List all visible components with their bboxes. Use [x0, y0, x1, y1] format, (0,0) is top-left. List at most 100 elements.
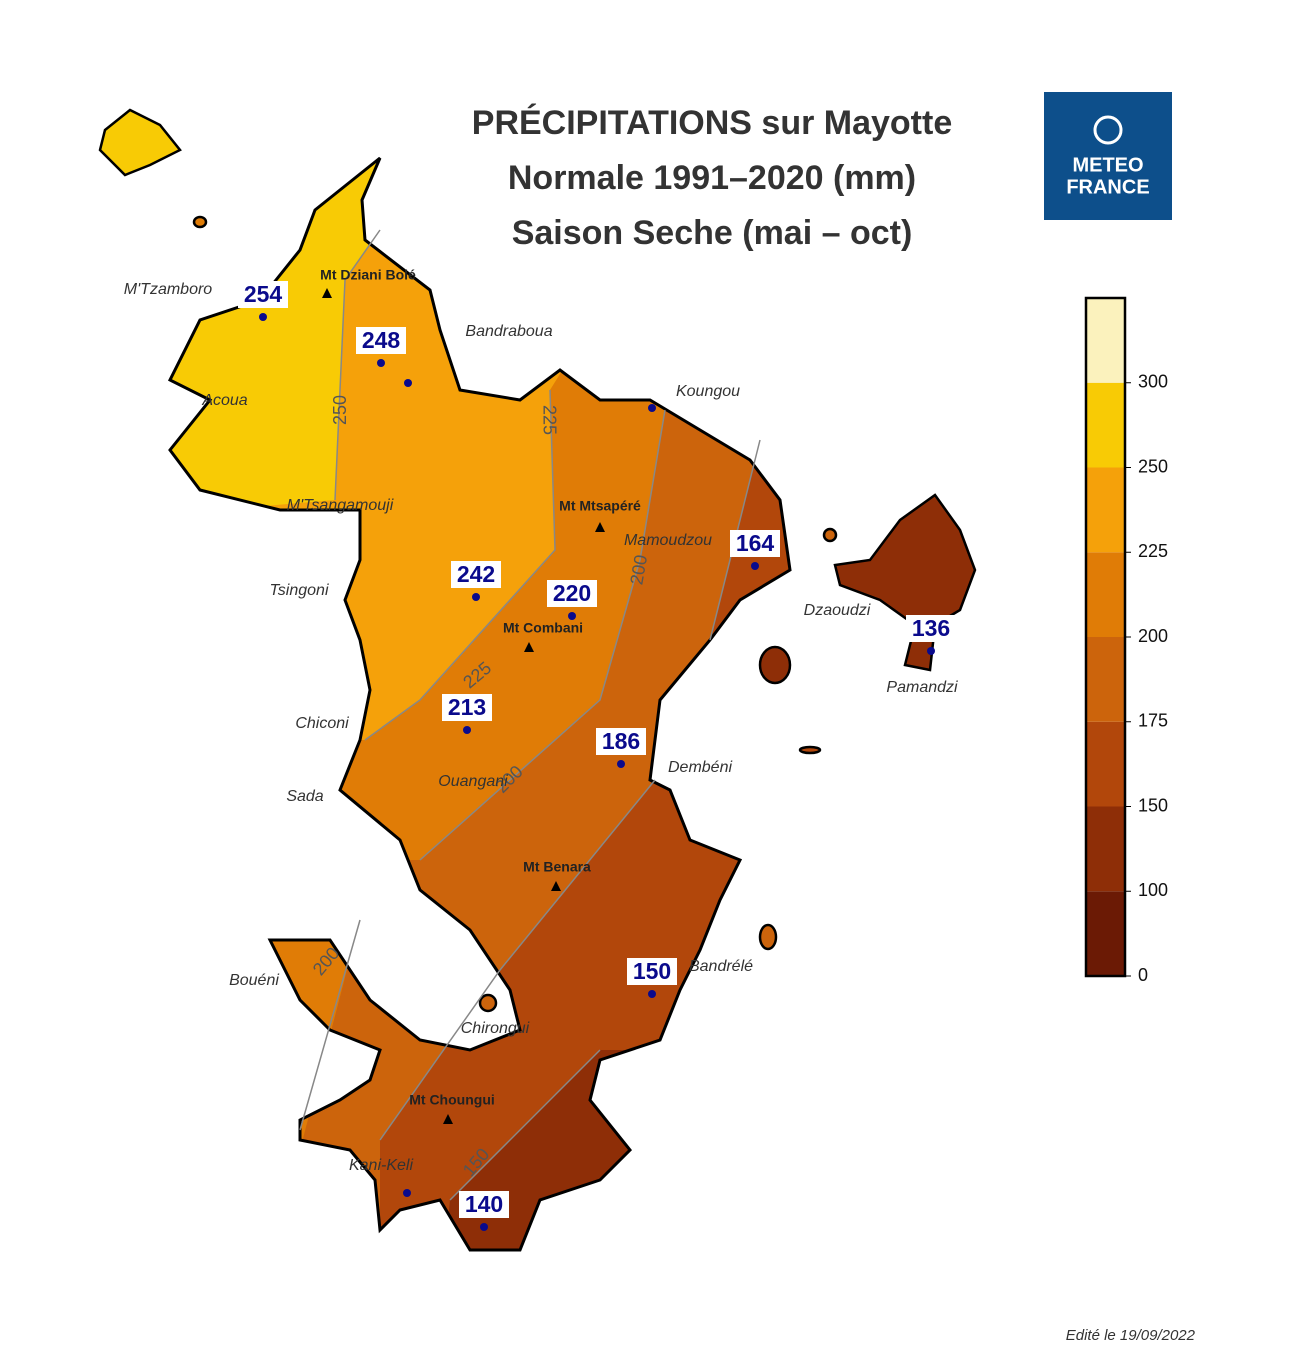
station-dot — [648, 404, 656, 412]
legend-tick-label: 225 — [1138, 541, 1168, 561]
legend: 0 100 150 175 200 225 250 300 — [1084, 296, 1168, 985]
logo — [1044, 92, 1172, 220]
station-dot — [648, 990, 656, 998]
summit-marker — [443, 1114, 453, 1124]
title: PRÉCIPITATIONS sur Mayotte — [472, 104, 952, 142]
summit-name: Mt Dziani Bolé — [320, 267, 416, 283]
place-name: Bouéni — [229, 972, 279, 989]
station-value: 136 — [912, 615, 950, 641]
legend-swatch — [1086, 721, 1125, 807]
legend-swatch — [1086, 637, 1125, 722]
subtitle: Saison Seche (mai – oct) — [512, 214, 913, 252]
station-value: 186 — [602, 728, 640, 754]
legend-tick-label: 250 — [1138, 456, 1168, 476]
place-name: Tsingoni — [269, 582, 328, 599]
petite-terre — [833, 493, 977, 672]
isohyets — [299, 229, 761, 1201]
legend-swatch — [1086, 382, 1125, 468]
station-label-bg — [906, 615, 956, 642]
place-name: Koungou — [676, 383, 740, 400]
legend-swatch — [1086, 298, 1125, 383]
station-dot — [568, 612, 576, 620]
station-label-bg — [356, 327, 406, 354]
place-name: Chiconi — [295, 715, 349, 732]
station-dot — [404, 379, 412, 387]
isohyet — [364, 389, 556, 741]
place-name: Dembéni — [668, 759, 732, 776]
station-label-bg — [596, 728, 646, 755]
isohyet — [299, 919, 361, 1131]
legend-swatch — [1086, 891, 1125, 976]
labels: 250 225225200200200150M'TzamboroBandrabou… — [124, 267, 958, 1231]
station-label-bg — [627, 958, 677, 985]
summit-name: Mt Combani — [503, 620, 583, 636]
station-value: 164 — [736, 530, 775, 556]
station-dot — [617, 760, 625, 768]
place-name: Kani-Keli — [349, 1157, 413, 1174]
place-name: Pamandzi — [886, 679, 958, 696]
station-label-bg — [730, 530, 780, 557]
place-name: Ouangani — [438, 773, 508, 790]
place-name: Dzaoudzi — [804, 602, 871, 619]
islet — [192, 215, 208, 229]
islet — [758, 923, 778, 951]
station-value: 248 — [362, 327, 401, 353]
place-name: M'Tsangamouji — [287, 497, 394, 514]
islet — [478, 993, 498, 1013]
contour-label: 250 — [330, 395, 350, 425]
islet — [822, 527, 838, 543]
legend-tick-label: 100 — [1138, 880, 1168, 900]
summit-marker — [524, 642, 534, 652]
islet — [758, 645, 792, 685]
summit-name: Mt Mtsapéré — [559, 498, 641, 514]
place-name: Mamoudzou — [624, 532, 712, 549]
legend-swatch — [1086, 467, 1125, 553]
legend-tick-label: 175 — [1138, 711, 1168, 731]
place-name: Chirongui — [461, 1020, 530, 1037]
islet — [98, 108, 182, 177]
place-name: Sada — [286, 788, 323, 805]
logo-text: METEO — [1072, 154, 1143, 176]
isohyet — [419, 409, 666, 861]
place-name: Acoua — [201, 392, 247, 409]
place-name: Bandrélé — [689, 958, 753, 975]
station-value: 242 — [457, 561, 495, 587]
islet — [798, 745, 822, 755]
edit-date: Edité le 19/09/2022 — [1066, 1327, 1196, 1344]
station-dot — [480, 1223, 488, 1231]
station-dot — [927, 647, 935, 655]
summit-marker — [322, 288, 332, 298]
station-value: 150 — [633, 958, 671, 984]
summit-marker — [551, 881, 561, 891]
logo-icon — [1093, 115, 1123, 145]
summit-name: Mt Benara — [523, 859, 591, 875]
station-label-bg — [459, 1191, 509, 1218]
station-value: 220 — [553, 580, 591, 606]
station-value: 213 — [448, 694, 486, 720]
isohyet — [334, 229, 381, 501]
legend-tick-label: 150 — [1138, 795, 1168, 815]
station-label-bg — [238, 281, 288, 308]
legend-tick-label: 300 — [1138, 372, 1168, 392]
isohyet — [449, 1049, 601, 1201]
isohyet — [379, 779, 656, 1141]
islets — [98, 108, 977, 1013]
legend-tick-label: 200 — [1138, 626, 1168, 646]
coastline — [167, 156, 792, 1252]
summit-marker — [595, 522, 605, 532]
legend-swatch — [1086, 552, 1125, 637]
station-dot — [259, 313, 267, 321]
subtitle: Normale 1991–2020 (mm) — [508, 159, 916, 197]
legend-tick-label: 0 — [1138, 965, 1148, 985]
logo-text: FRANCE — [1066, 176, 1149, 198]
station-label-bg — [547, 580, 597, 607]
station-value: 140 — [465, 1191, 503, 1217]
summit-name: Mt Choungui — [409, 1092, 495, 1108]
station-label-bg — [442, 694, 492, 721]
station-dot — [751, 562, 759, 570]
station-dot — [463, 726, 471, 734]
station-dot — [377, 359, 385, 367]
station-dot — [403, 1189, 411, 1197]
contour-label: 225 — [539, 405, 559, 435]
